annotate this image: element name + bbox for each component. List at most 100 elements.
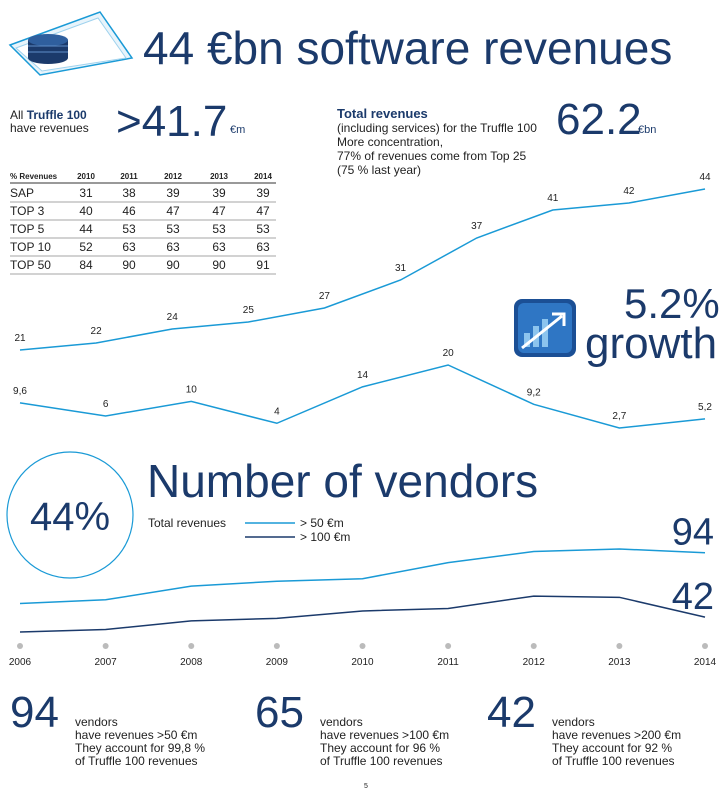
vendors-title: Number of vendors	[147, 455, 538, 507]
intro-figure: >41.7	[116, 97, 227, 146]
table-cell: 53	[122, 222, 136, 236]
table-cell: 84	[79, 258, 93, 272]
growth-word: growth	[585, 319, 717, 368]
value-label: 14	[357, 370, 369, 381]
table-cell: 90	[212, 258, 226, 272]
table-cell: 47	[256, 204, 270, 218]
table-cell: 46	[122, 204, 136, 218]
stat-line: vendors	[320, 715, 363, 729]
table-cell: 63	[166, 240, 180, 254]
data-line	[19, 188, 706, 351]
table-header: 2011	[120, 172, 138, 181]
growth-icon	[514, 299, 576, 357]
total-line: (75 % last year)	[337, 163, 421, 177]
table-cell: 39	[256, 186, 270, 200]
percent-circle	[6, 451, 134, 579]
stat-line: have revenues >50 €m	[75, 728, 197, 742]
value-label: 25	[243, 305, 255, 316]
table-cell: 39	[166, 186, 180, 200]
table-cell: 53	[166, 222, 180, 236]
value-label: 37	[471, 221, 483, 232]
table-cell: 44	[79, 222, 93, 236]
stat-figure: 42	[487, 688, 536, 737]
table-header: % Revenues	[10, 172, 58, 181]
year-dot	[530, 643, 537, 649]
circle-figure: 44%	[30, 495, 110, 539]
x-tick-label: 2009	[266, 657, 289, 668]
value-label: 41	[547, 193, 559, 204]
table-cell: 91	[256, 258, 270, 272]
table-cell: TOP 3	[10, 204, 45, 218]
stat-line: vendors	[552, 715, 595, 729]
year-dot	[102, 643, 109, 649]
value-label: 31	[395, 263, 407, 274]
x-tick-label: 2012	[523, 657, 546, 668]
table-cell: 63	[122, 240, 136, 254]
coins-icon	[8, 11, 134, 76]
year-dot	[188, 643, 195, 649]
data-line	[19, 364, 706, 429]
table-cell: 53	[212, 222, 226, 236]
table-cell: 31	[79, 186, 93, 200]
x-tick-label: 2011	[437, 657, 459, 668]
table-cell: TOP 10	[10, 240, 51, 254]
value-label: 20	[443, 348, 455, 359]
stat-figure: 94	[10, 688, 59, 737]
table-cell: 47	[166, 204, 180, 218]
stat-line: of Truffle 100 revenues	[320, 754, 443, 768]
value-label: 22	[91, 326, 103, 337]
legend-label: > 50 €m	[300, 516, 344, 530]
value-label: 6	[103, 399, 109, 410]
value-label: 42	[623, 186, 635, 197]
value-label: 44	[699, 172, 711, 183]
stat-figure: 65	[255, 688, 304, 737]
value-label: 9,2	[527, 387, 541, 398]
intro-bold: Truffle 100	[27, 108, 87, 122]
intro-unit: €m	[230, 124, 245, 136]
table-cell: 90	[122, 258, 136, 272]
end-label: 94	[672, 512, 714, 554]
stat-line: have revenues >100 €m	[320, 728, 449, 742]
value-label: 2,7	[612, 411, 626, 422]
total-line: More concentration,	[337, 135, 443, 149]
legend-title: Total revenues	[148, 516, 226, 530]
title: 44 €bn software revenues	[143, 22, 672, 74]
intro-line: have revenues	[10, 121, 89, 135]
table-header: 2012	[164, 172, 182, 181]
x-tick-label: 2006	[9, 657, 32, 668]
table-cell: 39	[212, 186, 226, 200]
value-label: 24	[167, 312, 179, 323]
value-label: 4	[274, 406, 280, 417]
value-label: 21	[14, 333, 26, 344]
intro-text: All Truffle 100	[10, 108, 87, 122]
year-dot	[445, 643, 452, 649]
total-lines: (including services) for the Truffle 100…	[337, 121, 537, 177]
stat-line: They account for 92 %	[552, 741, 672, 755]
end-label: 42	[672, 576, 714, 618]
year-dot	[17, 643, 23, 649]
table-cell: 47	[212, 204, 226, 218]
legend: > 50 €m> 100 €m	[245, 516, 350, 544]
table-cell: 38	[122, 186, 136, 200]
table-header: 2014	[254, 172, 272, 181]
total-line: (including services) for the Truffle 100	[337, 121, 537, 135]
data-line	[19, 595, 706, 633]
value-label: 27	[319, 291, 331, 302]
x-tick-label: 2010	[351, 657, 374, 668]
stat-line: of Truffle 100 revenues	[552, 754, 675, 768]
table-cell: SAP	[10, 186, 34, 200]
x-tick-label: 2014	[694, 657, 717, 668]
value-label: 9,6	[13, 386, 27, 397]
stat-line: They account for 96 %	[320, 741, 440, 755]
x-tick-label: 2008	[180, 657, 203, 668]
page-number: 5	[364, 783, 368, 790]
table-header: 2010	[77, 172, 95, 181]
stat-line: have revenues >200 €m	[552, 728, 681, 742]
table-cell: 90	[166, 258, 180, 272]
year-dot	[702, 643, 708, 649]
value-label: 10	[186, 384, 198, 395]
x-tick-label: 2013	[608, 657, 631, 668]
value-label: 5,2	[698, 402, 712, 413]
table-cell: 40	[79, 204, 93, 218]
